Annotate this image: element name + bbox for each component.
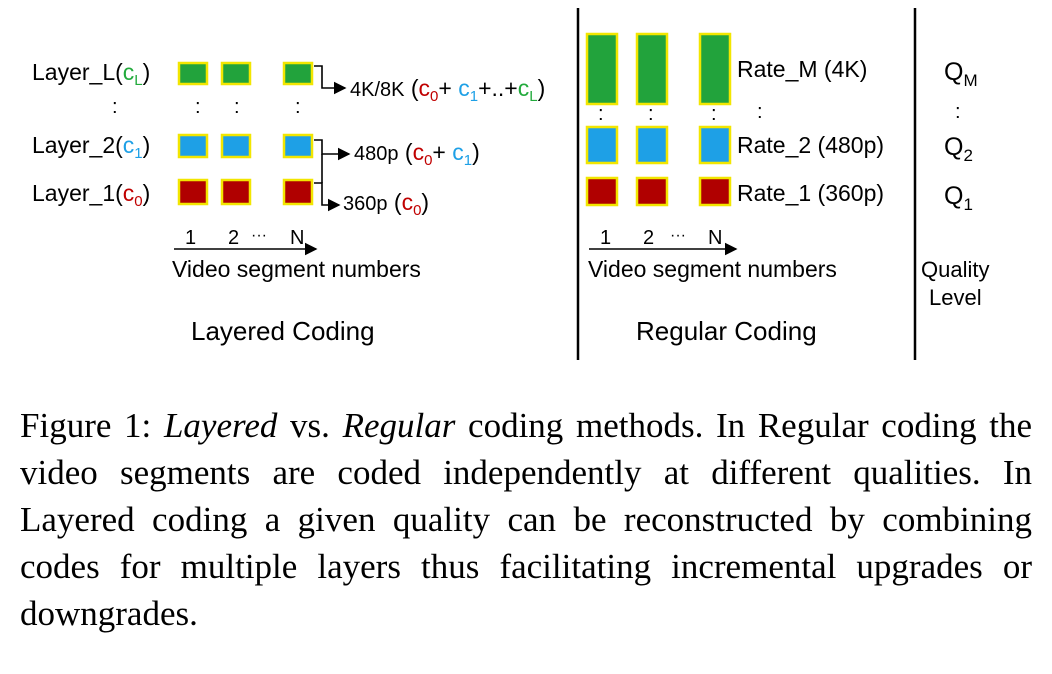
tick: N: [708, 227, 722, 249]
caption-prefix: Figure 1:: [20, 406, 164, 445]
svg-text::: :: [757, 101, 763, 123]
regular-block: [585, 176, 619, 207]
layered-axis-ticks: 1 2 ··· N: [185, 227, 304, 249]
quality-m: QM: [944, 58, 978, 90]
layered-block: [220, 133, 252, 159]
svg-text::: :: [195, 96, 201, 118]
layered-block: [282, 61, 314, 86]
layer-2-label: Layer_2(c1): [32, 132, 150, 162]
layer-1-label: Layer_1(c0): [32, 180, 150, 210]
svg-text::: :: [234, 96, 240, 118]
quality-1: Q1: [944, 182, 973, 214]
output-4k-label: 4K/8K (c0+ c1+..+cL): [350, 75, 545, 105]
layered-block: [220, 61, 252, 86]
svg-text::: :: [648, 103, 654, 125]
regular-blocks: [585, 32, 732, 207]
layered-blocks: [177, 61, 314, 206]
layered-ellipsis: ::::: [112, 96, 301, 118]
caption-em-regular: Regular: [342, 406, 456, 445]
quality-title-line1: Quality: [921, 257, 989, 282]
regular-axis-label: Video segment numbers: [588, 256, 837, 282]
layer-l-label: Layer_L(cL): [32, 59, 150, 89]
layered-block: [177, 178, 209, 206]
output-360p-label: 360p (c0): [343, 189, 429, 219]
tick: ···: [670, 227, 686, 244]
caption-em-layered: Layered: [163, 406, 278, 445]
caption-rest: coding methods. In Regular coding the vi…: [20, 406, 1033, 633]
regular-title: Regular Coding: [636, 316, 817, 346]
svg-text::: :: [598, 103, 604, 125]
tick: 1: [600, 227, 611, 249]
rate-1-label: Rate_1 (360p): [737, 180, 884, 206]
svg-text::: :: [711, 103, 717, 125]
layered-axis-label: Video segment numbers: [172, 256, 421, 282]
layered-title: Layered Coding: [191, 316, 375, 346]
rate-2-label: Rate_2 (480p): [737, 132, 884, 158]
tick: 1: [185, 227, 196, 249]
quality-title-line2: Level: [929, 285, 982, 310]
figure-caption: Figure 1: Layered vs. Regular coding met…: [20, 402, 1032, 637]
layered-block: [282, 178, 314, 206]
layered-block: [177, 133, 209, 159]
regular-block: [585, 32, 619, 106]
tick: 2: [228, 227, 239, 249]
layered-block: [282, 133, 314, 159]
svg-text::: :: [295, 96, 301, 118]
quality-ellipsis: :: [955, 101, 961, 123]
layered-block: [220, 178, 252, 206]
tick: N: [290, 227, 304, 249]
layered-block: [177, 61, 209, 86]
output-480p-label: 480p (c0+ c1): [354, 139, 480, 169]
combine-arrows: [314, 65, 351, 212]
tick: 2: [643, 227, 654, 249]
regular-block: [635, 125, 669, 165]
caption-mid: vs.: [277, 406, 343, 445]
regular-ellipsis: ::::: [598, 101, 763, 125]
regular-block: [698, 125, 732, 165]
rate-m-label: Rate_M (4K): [737, 56, 867, 82]
regular-block: [698, 176, 732, 207]
regular-block: [635, 176, 669, 207]
regular-block: [635, 32, 669, 106]
regular-block: [698, 32, 732, 106]
regular-block: [585, 125, 619, 165]
regular-axis-ticks: 1 2 ··· N: [600, 227, 722, 249]
tick: ···: [251, 227, 267, 244]
coding-diagram: Layer_L(cL) Layer_2(c1) Layer_1(c0) ::::…: [32, 8, 989, 360]
quality-2: Q2: [944, 133, 973, 165]
svg-text::: :: [112, 96, 118, 118]
